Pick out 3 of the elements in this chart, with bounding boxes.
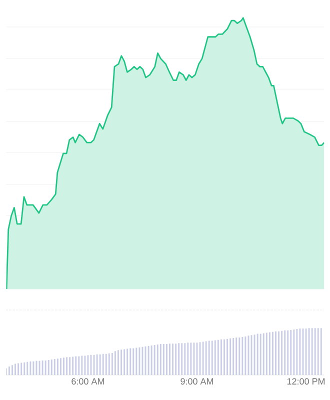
x-tick-label: 6:00 AM (72, 378, 104, 385)
x-tick-label: 9:00 AM (180, 378, 213, 385)
x-tick-label: 12:00 PM (287, 378, 324, 385)
